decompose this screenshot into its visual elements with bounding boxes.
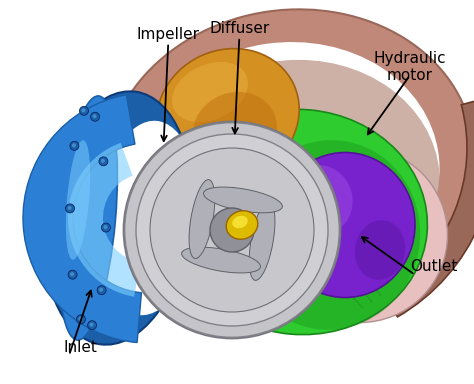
Ellipse shape	[182, 247, 261, 273]
Ellipse shape	[203, 187, 283, 213]
Circle shape	[82, 108, 85, 112]
Circle shape	[90, 323, 93, 327]
Ellipse shape	[189, 180, 215, 258]
Ellipse shape	[287, 165, 353, 235]
Circle shape	[210, 208, 254, 252]
Wedge shape	[23, 95, 141, 343]
Ellipse shape	[232, 216, 248, 228]
Ellipse shape	[355, 220, 405, 280]
Ellipse shape	[193, 92, 277, 168]
Ellipse shape	[249, 202, 275, 280]
Circle shape	[99, 288, 103, 292]
Ellipse shape	[228, 234, 296, 296]
Text: Hydraulic
motor: Hydraulic motor	[374, 51, 447, 83]
Circle shape	[103, 225, 108, 229]
Text: Outlet: Outlet	[410, 259, 457, 275]
Ellipse shape	[157, 49, 299, 181]
Circle shape	[124, 122, 340, 338]
Circle shape	[136, 134, 328, 326]
Ellipse shape	[172, 62, 248, 122]
Ellipse shape	[204, 279, 259, 311]
Ellipse shape	[44, 91, 192, 345]
Wedge shape	[383, 98, 474, 317]
Ellipse shape	[290, 160, 390, 270]
Ellipse shape	[66, 140, 90, 260]
Ellipse shape	[59, 96, 118, 340]
Text: Inlet: Inlet	[64, 340, 98, 355]
Circle shape	[68, 206, 72, 210]
Circle shape	[72, 143, 76, 147]
Wedge shape	[124, 122, 340, 338]
Text: Impeller: Impeller	[137, 27, 200, 42]
Ellipse shape	[275, 152, 415, 298]
Circle shape	[68, 270, 77, 279]
Ellipse shape	[160, 145, 230, 191]
Circle shape	[150, 148, 314, 312]
Ellipse shape	[226, 211, 258, 239]
Circle shape	[88, 321, 97, 330]
Circle shape	[65, 204, 74, 213]
Circle shape	[79, 317, 82, 321]
Ellipse shape	[240, 140, 420, 330]
Ellipse shape	[170, 164, 244, 226]
Circle shape	[80, 106, 89, 115]
Ellipse shape	[173, 109, 428, 334]
Ellipse shape	[273, 147, 447, 323]
Circle shape	[70, 141, 79, 150]
Circle shape	[91, 112, 100, 121]
Circle shape	[70, 272, 74, 276]
Circle shape	[99, 157, 108, 166]
Ellipse shape	[98, 121, 199, 315]
Wedge shape	[68, 143, 140, 297]
Circle shape	[76, 315, 85, 324]
Ellipse shape	[106, 9, 474, 321]
Circle shape	[101, 223, 110, 232]
Ellipse shape	[130, 42, 439, 308]
Ellipse shape	[191, 139, 290, 221]
Text: Diffuser: Diffuser	[209, 21, 270, 36]
Circle shape	[92, 114, 97, 118]
Circle shape	[101, 159, 105, 163]
Circle shape	[97, 286, 106, 295]
Ellipse shape	[150, 60, 440, 310]
